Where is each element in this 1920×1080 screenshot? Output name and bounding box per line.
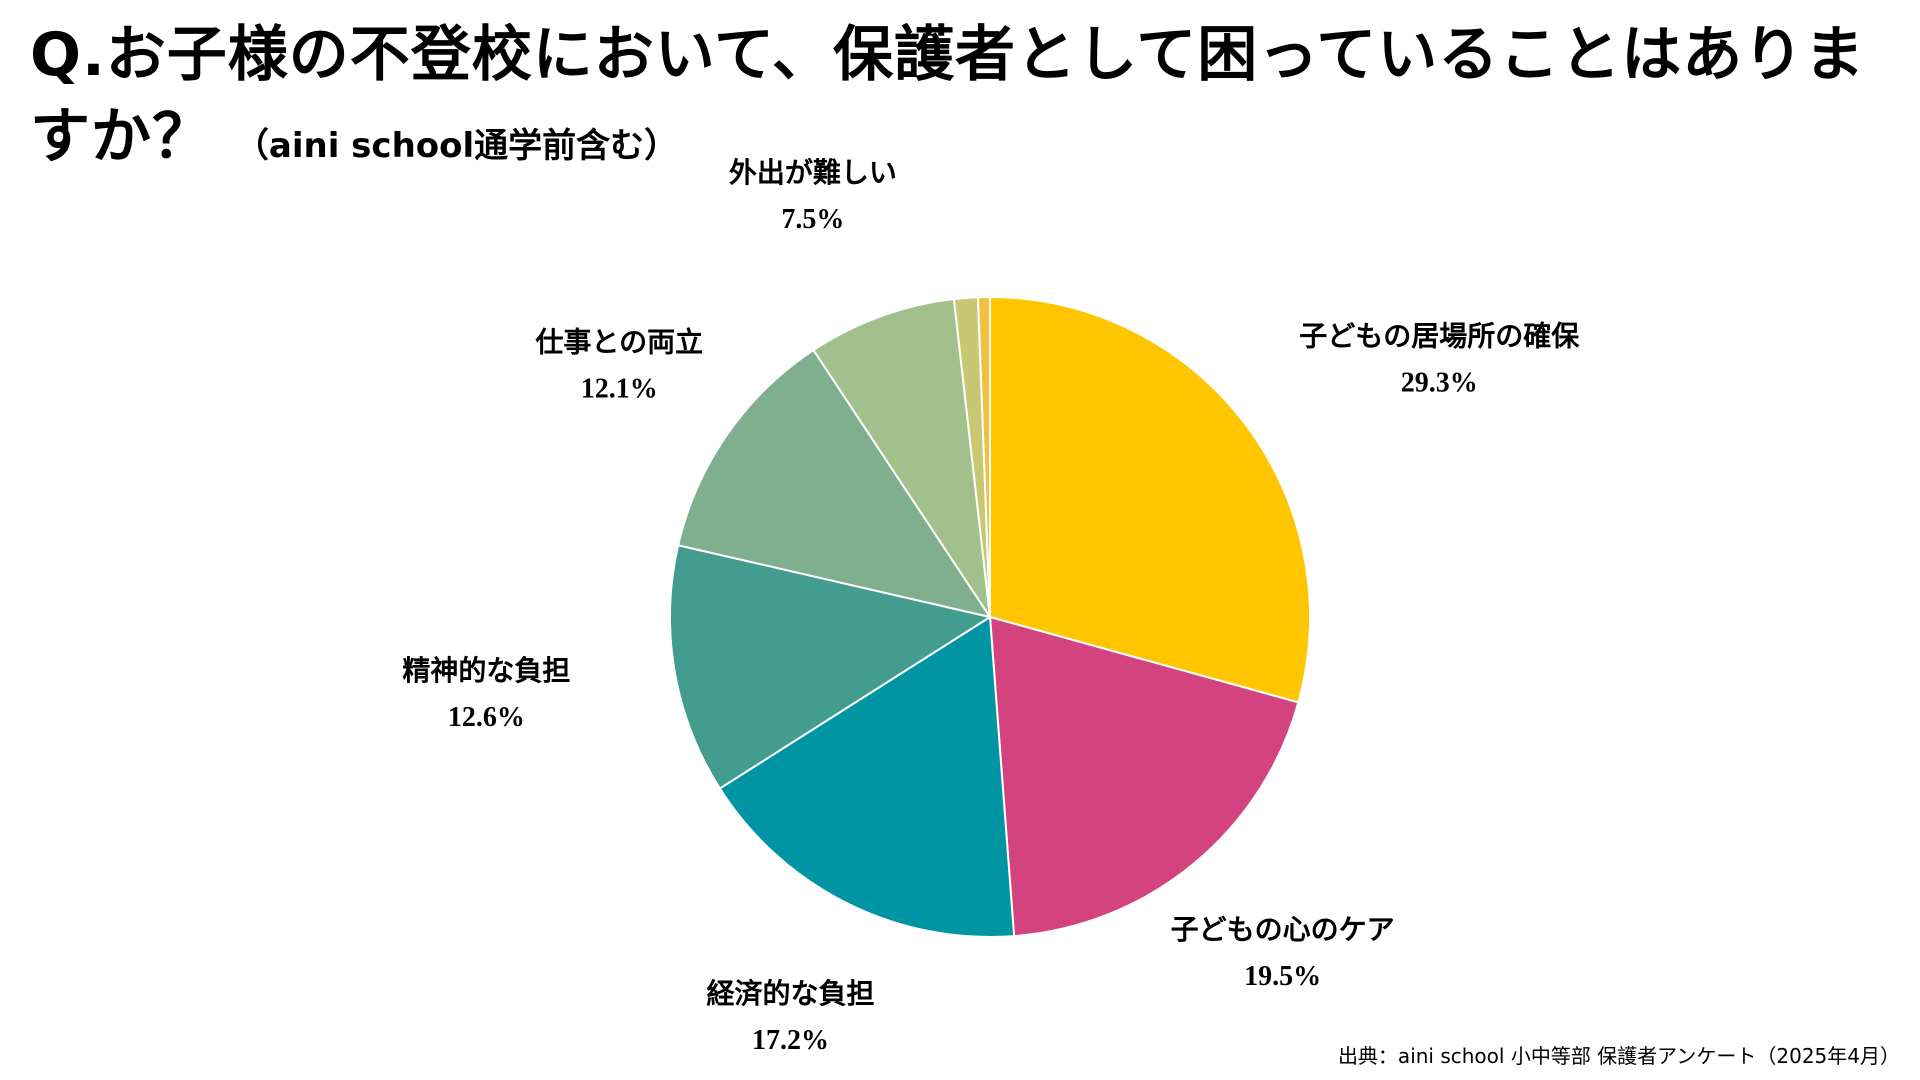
slice-value-2: 19.5% bbox=[1244, 961, 1321, 992]
slice-label-3: 経済的な負担 bbox=[706, 977, 874, 1010]
pie-slice-1 bbox=[989, 295, 1311, 704]
pie-slice-6 bbox=[812, 297, 991, 618]
chart-title-text: Q.お子様の不登校において、保護者として困っていることはありますか？ bbox=[30, 20, 1866, 172]
pie-slice-2 bbox=[988, 615, 1300, 938]
pie-slices bbox=[669, 295, 1311, 938]
slice-value-1: 29.3% bbox=[1401, 368, 1478, 399]
slice-value-3: 17.2% bbox=[752, 1025, 829, 1056]
source-note: 出典：aini school 小中等部 保護者アンケート（2025年4月） bbox=[1337, 1044, 1900, 1068]
slice-value-5: 12.1% bbox=[581, 373, 658, 404]
pie-slice-8 bbox=[976, 295, 991, 618]
pie-labels: 子どもの居場所の確保 29.3% 子どもの心のケア 19.5% 経済的な負担 17.2% 精… bbox=[402, 156, 1580, 1056]
slice-label-5: 仕事との両立 bbox=[534, 325, 703, 358]
slice-label-4: 精神的な負担 bbox=[402, 654, 570, 687]
chart-title: Q.お子様の不登校において、保護者として困っていることはありますか？ （aini… bbox=[30, 14, 1900, 187]
slice-label-1: 子どもの居場所の確保 bbox=[1299, 320, 1580, 353]
slice-label-2: 子どもの心のケア bbox=[1171, 913, 1395, 946]
slice-label-6: 外出が難しい bbox=[729, 156, 897, 189]
pie-slice-3 bbox=[718, 615, 1016, 938]
slice-value-4: 12.6% bbox=[448, 702, 525, 733]
pie-slice-4 bbox=[669, 544, 993, 790]
slice-value-6: 7.5% bbox=[781, 204, 844, 235]
pie-slice-5 bbox=[676, 348, 993, 619]
chart-subtitle: （aini school通学前含む） bbox=[234, 126, 679, 166]
